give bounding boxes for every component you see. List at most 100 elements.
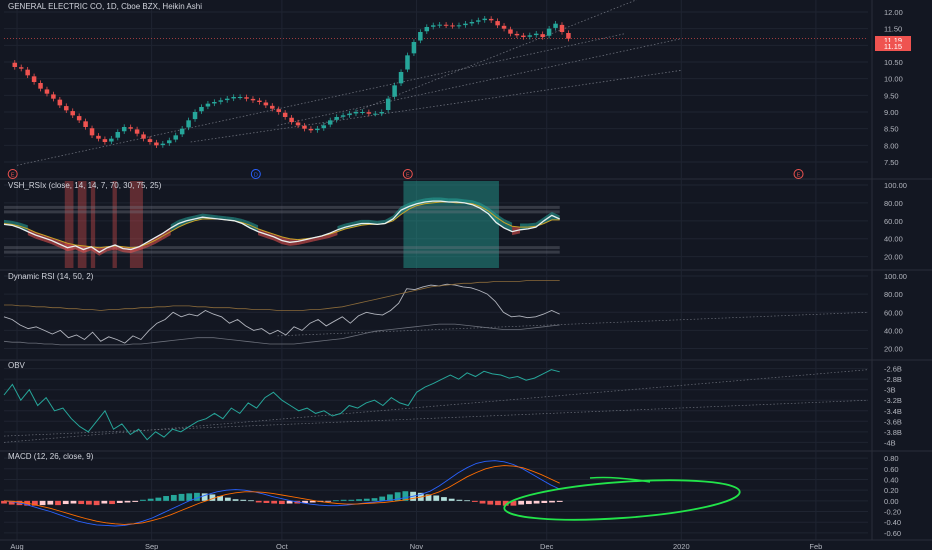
y-tick-label: -2.8B <box>884 375 902 384</box>
obv-line <box>3 369 560 441</box>
y-tick-label: 9.50 <box>884 91 899 100</box>
x-tick-label: Oct <box>276 542 289 550</box>
candle-body <box>276 109 281 112</box>
x-tick-label: Sep <box>145 542 158 550</box>
obv-pane[interactable] <box>3 369 869 443</box>
candle-body <box>340 115 346 117</box>
candle-body <box>154 142 159 146</box>
event-marker-label: E <box>797 173 801 179</box>
candle-body <box>12 62 18 67</box>
macd-histogram-bar <box>224 497 231 501</box>
dynamic-rsi-line-2 <box>3 323 560 346</box>
oversold-bar <box>64 181 74 268</box>
candle-body <box>360 112 365 113</box>
candle-body <box>315 128 320 131</box>
candle-body <box>38 83 43 89</box>
macd-histogram-bar <box>178 493 185 501</box>
event-marker-e <box>402 169 413 179</box>
price-axis[interactable]: 12.0011.5011.0010.5010.009.509.008.508.0… <box>884 8 907 538</box>
candle-body <box>102 139 108 142</box>
macd-pane[interactable] <box>1 460 563 527</box>
macd-histogram-bar <box>502 500 509 506</box>
price-tag-last-label: 11.15 <box>884 42 902 51</box>
y-tick-label: -3.2B <box>884 396 902 405</box>
candle-body <box>521 35 526 37</box>
y-tick-label: 0.00 <box>884 497 899 506</box>
candle-body <box>186 120 191 128</box>
dynamic-rsi-pane[interactable] <box>3 280 869 346</box>
event-marker-e <box>7 169 18 179</box>
y-tick-label: -3.8B <box>884 428 902 437</box>
y-tick-label: 80.00 <box>884 199 903 208</box>
candle-body <box>308 128 314 131</box>
candle-body <box>179 128 185 135</box>
candle-body <box>334 117 339 120</box>
annotation-stroke <box>589 476 651 483</box>
x-tick-label: 2020 <box>673 542 690 550</box>
candle-body <box>418 32 423 41</box>
macd-histogram-bar <box>217 496 224 501</box>
macd-histogram-bar <box>170 494 177 501</box>
x-tick-label: Feb <box>809 542 822 550</box>
candle-body <box>482 18 487 21</box>
macd-histogram-bar <box>549 500 555 503</box>
macd-histogram-bar <box>286 500 293 504</box>
oversold-bar <box>90 181 96 268</box>
y-tick-label: -3.6B <box>884 417 902 426</box>
macd-histogram-bar <box>333 500 339 502</box>
candle-body <box>366 112 372 114</box>
trendline <box>277 38 682 126</box>
price-tag-prev: 11.19 <box>875 36 911 45</box>
x-tick-label: Aug <box>10 542 23 550</box>
price-tag-last: 11.15 <box>875 42 911 51</box>
candle-body <box>450 25 455 27</box>
oversold-bar <box>77 181 87 268</box>
candle-body <box>31 76 37 82</box>
macd-histogram-bar <box>263 500 270 503</box>
y-tick-label: -4B <box>884 438 896 447</box>
rsi-fill-segment <box>488 207 497 223</box>
macd-histogram-bar <box>8 500 15 505</box>
macd-histogram-bar <box>248 500 254 502</box>
candle-body <box>199 107 204 112</box>
candle-body <box>540 34 545 37</box>
macd-histogram-bar <box>448 498 455 501</box>
candle-body <box>115 132 121 138</box>
y-tick-label: 0.60 <box>884 465 899 474</box>
macd-histogram-bar <box>1 500 7 504</box>
macd-histogram-bar <box>31 500 38 506</box>
dynamic-rsi-line-1 <box>4 280 560 311</box>
macd-histogram-bar <box>62 500 69 505</box>
candle-body <box>405 55 410 70</box>
macd-histogram-bar <box>340 499 347 501</box>
candle-body <box>546 28 552 36</box>
macd-histogram-bar <box>194 492 200 501</box>
candle-body <box>347 113 352 116</box>
y-tick-label: 7.50 <box>884 158 899 167</box>
macd-histogram-bar <box>201 493 208 501</box>
candle-body <box>501 25 507 29</box>
macd-histogram-bar <box>140 499 146 501</box>
candle-body <box>212 102 217 104</box>
y-tick-label: 100.00 <box>884 272 907 281</box>
trendline <box>277 311 869 337</box>
macd-histogram-bar <box>371 498 378 501</box>
x-tick-label: Nov <box>410 542 424 550</box>
time-axis[interactable]: Aug Sep Oct Nov Dec 2020 Feb <box>0 539 932 550</box>
macd-histogram-bar <box>186 493 193 501</box>
y-tick-label: 40.00 <box>884 235 903 244</box>
macd-histogram-bar <box>93 500 100 506</box>
macd-histogram-bar <box>124 500 131 503</box>
y-tick-label: 10.00 <box>884 75 903 84</box>
dynamic-rsi-title: Dynamic RSI (14, 50, 2) <box>8 272 94 281</box>
macd-histogram-bar <box>109 500 115 505</box>
macd-title: MACD (12, 26, close, 9) <box>8 452 94 461</box>
y-tick-label: 60.00 <box>884 308 903 317</box>
macd-histogram-bar <box>479 500 486 504</box>
oversold-bar <box>129 181 143 268</box>
macd-histogram-bar <box>541 500 548 503</box>
macd-histogram-bar <box>387 494 393 501</box>
rsix-pane[interactable] <box>3 181 560 268</box>
